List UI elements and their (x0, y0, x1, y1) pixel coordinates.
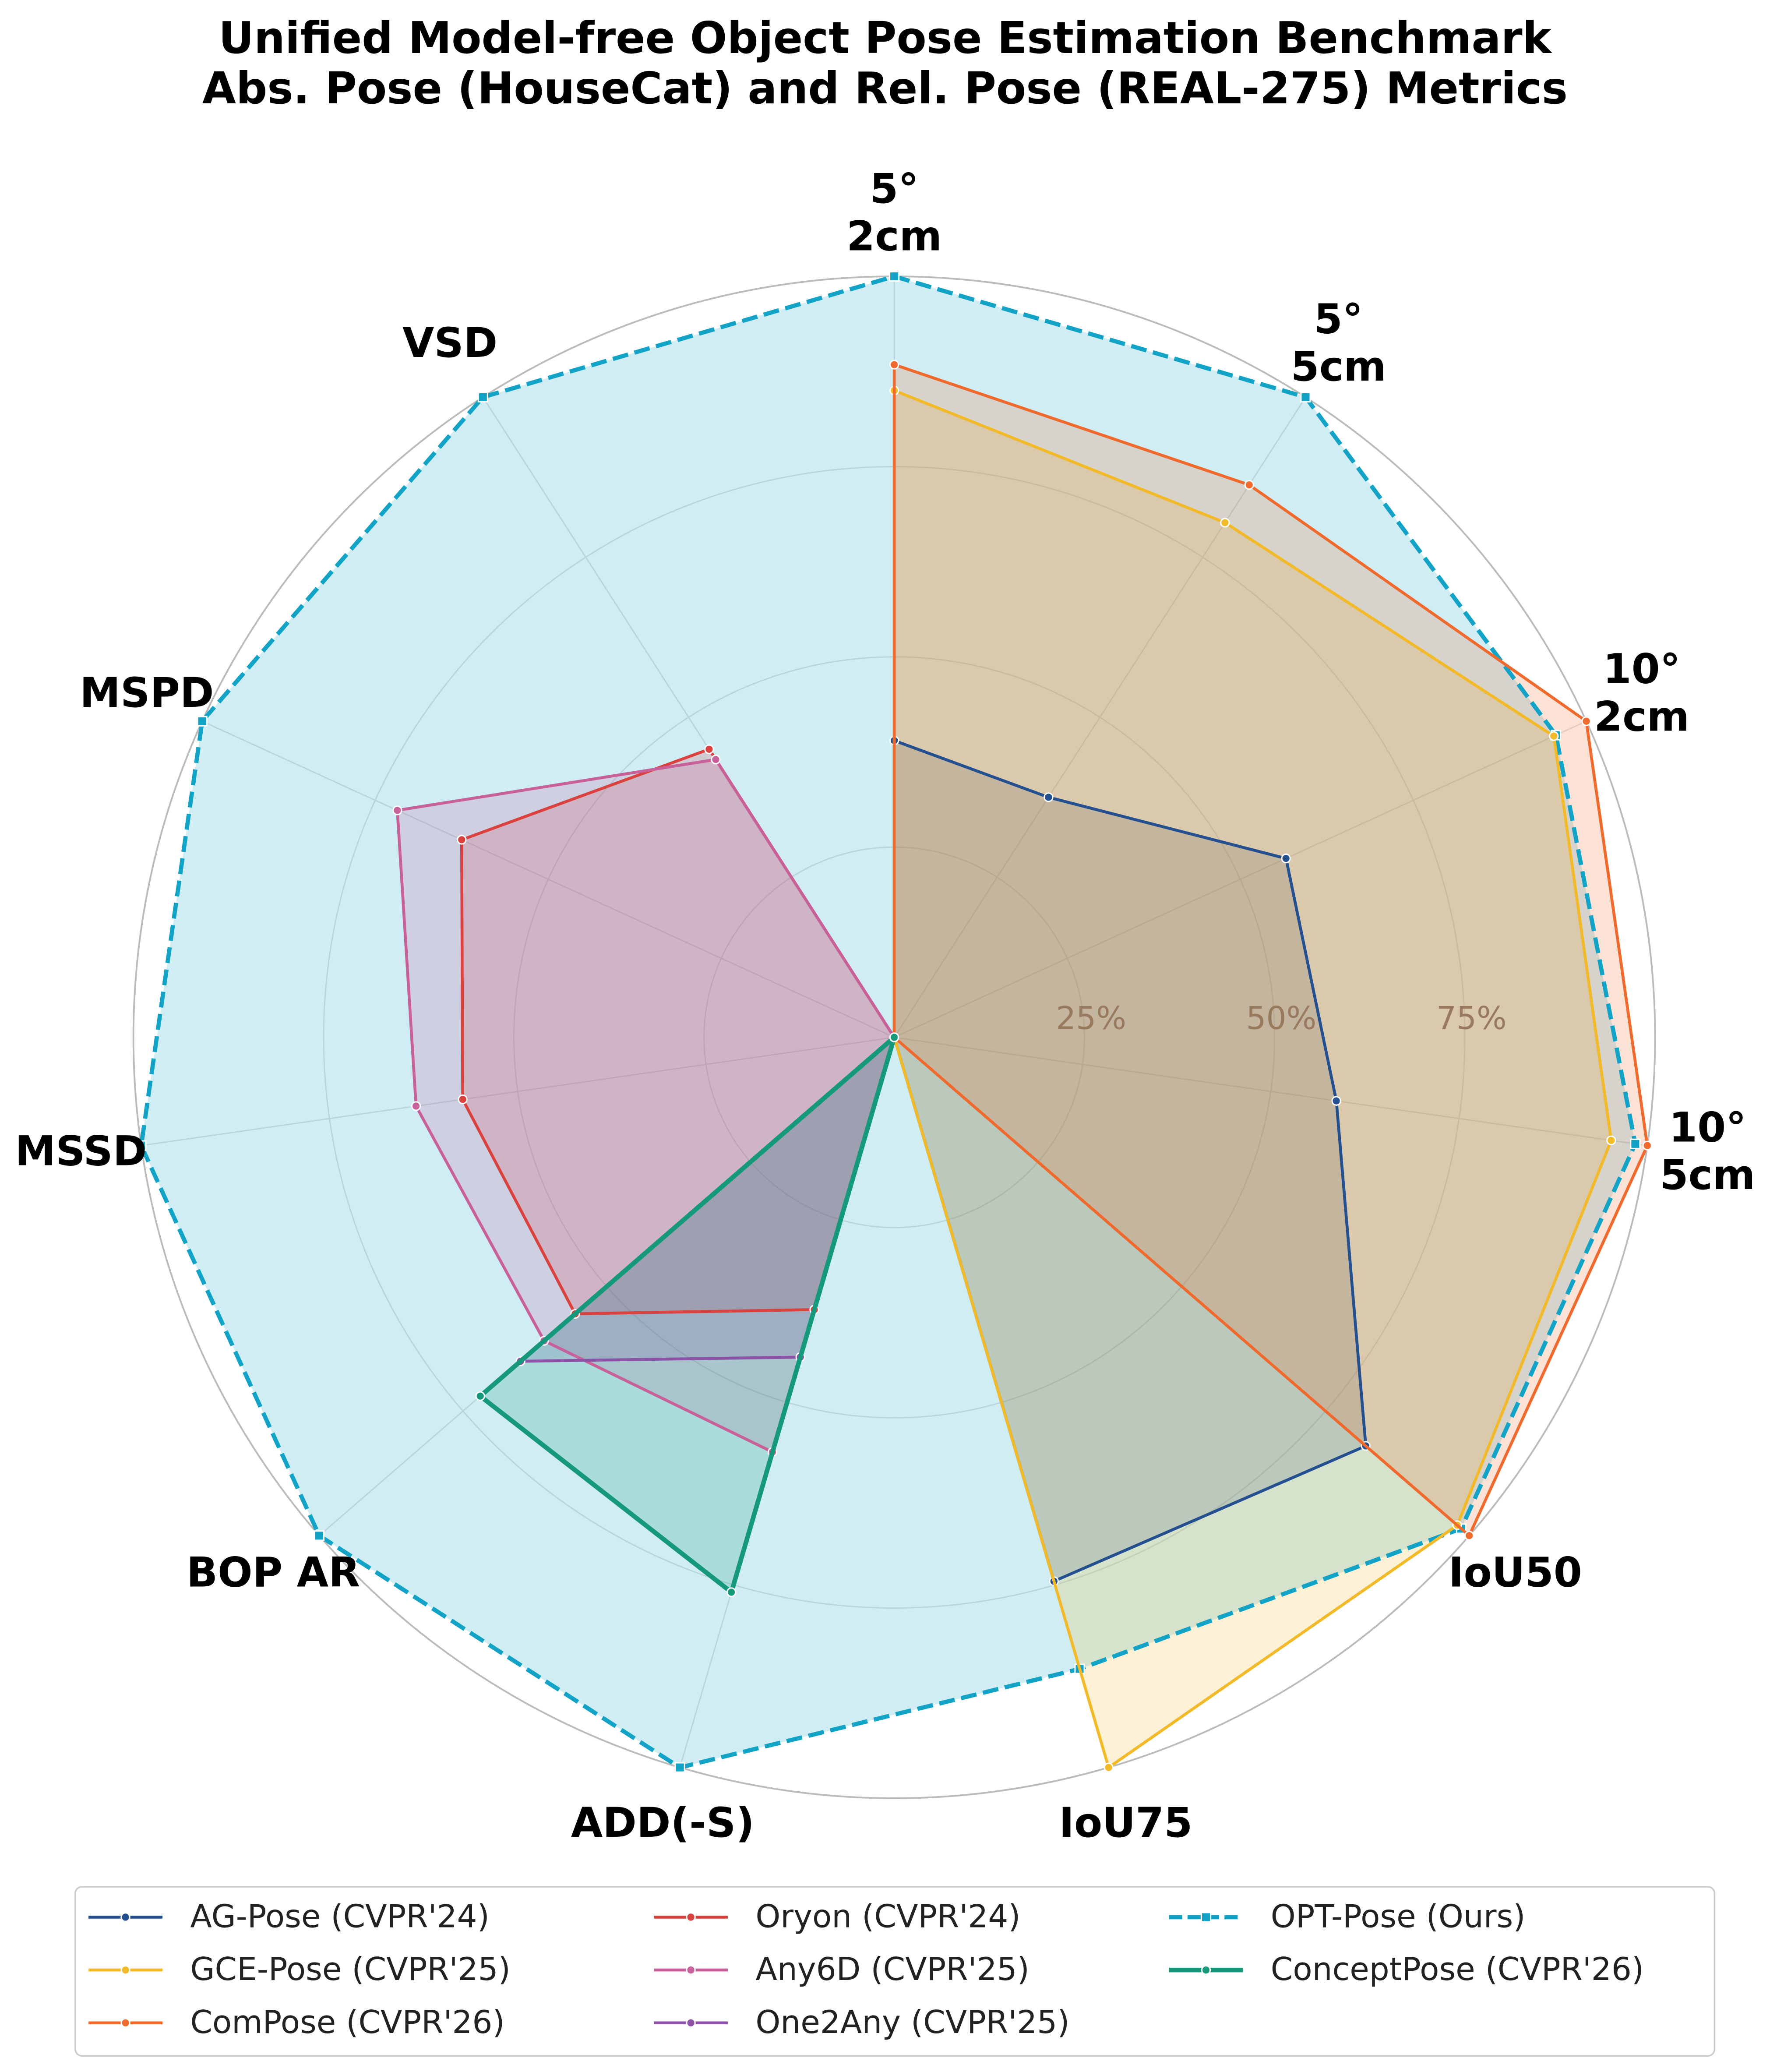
legend-label: One2Any (CVPR'25) (755, 2004, 1069, 2041)
y-tick-label: 50% (1246, 1000, 1316, 1037)
series-line (892, 389, 1613, 1769)
legend-marker (120, 1965, 130, 1975)
point (711, 755, 721, 765)
point (1220, 518, 1230, 528)
y-tick-label: 75% (1436, 1000, 1507, 1037)
legend-label: AG-Pose (CVPR'24) (190, 1898, 489, 1935)
legend-marker (686, 2018, 696, 2028)
category-label: MSSD (15, 1128, 147, 1175)
point (458, 1094, 468, 1105)
legend-label: OPT-Pose (Ours) (1271, 1898, 1526, 1935)
category-label: VSD (402, 319, 497, 367)
point (197, 716, 208, 727)
legend-label: Any6D (CVPR'25) (755, 1951, 1029, 1988)
legend-item: AG-Pose (CVPR'24) (88, 1898, 490, 1935)
legend-item: OPT-Pose (Ours) (1169, 1898, 1526, 1935)
point (1630, 1138, 1641, 1149)
legend-label: ComPose (CVPR'26) (190, 2004, 504, 2041)
point (477, 392, 488, 402)
legend-marker (686, 1965, 696, 1975)
legend-label: GCE-Pose (CVPR'25) (190, 1951, 511, 1988)
series-fill (462, 749, 895, 1314)
point (1104, 1762, 1114, 1772)
legend-box (74, 1886, 1716, 2057)
series-fill (894, 741, 1366, 1581)
legend-marker (686, 1912, 696, 1922)
series-fill (480, 1037, 895, 1592)
point (457, 835, 467, 845)
legend-item: One2Any (CVPR'25) (654, 2004, 1069, 2041)
point (1244, 480, 1254, 490)
legend-marker (1201, 1965, 1211, 1975)
point (1300, 392, 1311, 402)
series-line (478, 1035, 897, 1595)
category-label: IoU75 (1059, 1799, 1192, 1847)
y-tick-label: 25% (1056, 1000, 1126, 1037)
point (411, 1101, 421, 1111)
point (674, 1762, 685, 1773)
point (889, 271, 900, 282)
legend-item: ComPose (CVPR'26) (88, 2004, 505, 2041)
legend-marker (120, 1912, 130, 1922)
category-label: 5° 5cm (1291, 296, 1386, 391)
point (726, 1587, 737, 1597)
point (889, 1032, 899, 1042)
category-label: ADD(-S) (571, 1799, 755, 1847)
legend-label: Oryon (CVPR'24) (755, 1898, 1020, 1935)
point (1281, 853, 1291, 864)
point (1581, 716, 1591, 726)
category-label: BOP AR (187, 1549, 360, 1597)
point (1464, 1531, 1474, 1541)
category-label: IoU50 (1449, 1549, 1582, 1597)
point (889, 360, 899, 370)
legend-item: Oryon (CVPR'24) (654, 1898, 1021, 1935)
point (392, 805, 402, 815)
category-label: 10° 5cm (1660, 1104, 1756, 1200)
series-fill (397, 759, 895, 1452)
point (704, 744, 714, 754)
legend-label: ConceptPose (CVPR'26) (1271, 1951, 1644, 1988)
series-line (139, 274, 1638, 1770)
series-fill (141, 276, 1636, 1768)
point (1642, 1140, 1653, 1151)
point (136, 1140, 147, 1151)
series-fill (894, 364, 1647, 1536)
point (314, 1530, 325, 1541)
series-fill (894, 390, 1611, 1768)
point (1044, 792, 1054, 802)
category-label: 5° 2cm (846, 165, 942, 261)
legend-marker (120, 2018, 130, 2028)
category-label: MSPD (80, 669, 214, 717)
category-label: 10° 2cm (1594, 646, 1689, 741)
legend-marker (1200, 1912, 1212, 1923)
legend-item: GCE-Pose (CVPR'25) (88, 1951, 511, 1988)
chart-title: Unified Model-free Object Pose Estimatio… (202, 13, 1568, 114)
point (475, 1391, 485, 1401)
point (1606, 1135, 1616, 1146)
point (1549, 731, 1559, 741)
legend-item: Any6D (CVPR'25) (654, 1951, 1030, 1988)
legend-item: ConceptPose (CVPR'26) (1169, 1951, 1644, 1988)
point (1331, 1096, 1341, 1106)
